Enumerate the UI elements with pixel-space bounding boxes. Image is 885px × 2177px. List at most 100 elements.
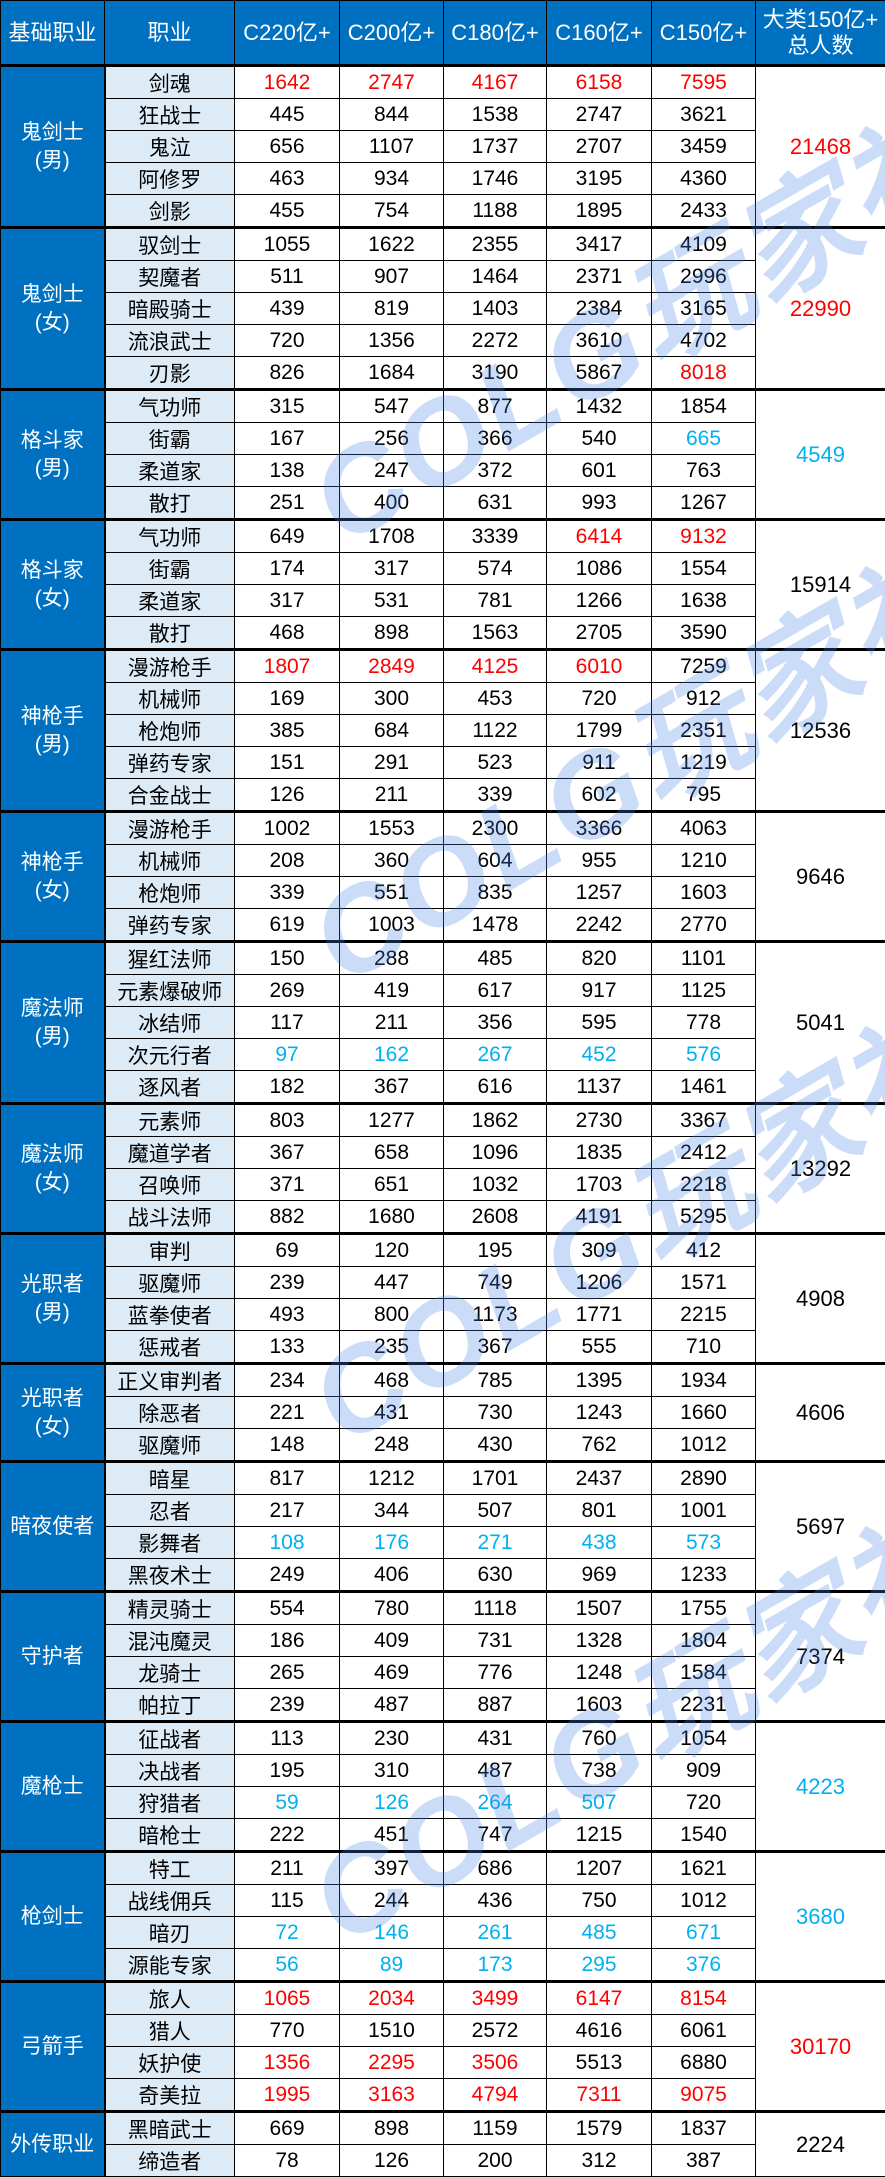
class-name-cell: 黑夜术士	[105, 1559, 235, 1592]
base-class-cell: 神枪手 (女)	[1, 812, 105, 942]
value-cell: 2355	[444, 228, 547, 261]
class-name-cell: 刃影	[105, 357, 235, 390]
value-cell: 1461	[652, 1071, 756, 1104]
value-cell: 1137	[547, 1071, 652, 1104]
value-cell: 2215	[652, 1299, 756, 1331]
value-cell: 731	[444, 1625, 547, 1657]
value-cell: 371	[235, 1169, 340, 1201]
class-name-cell: 黑暗武士	[105, 2112, 235, 2145]
value-cell: 256	[340, 423, 444, 455]
class-name-cell: 除恶者	[105, 1397, 235, 1429]
value-cell: 750	[547, 1885, 652, 1917]
group-total-cell: 5697	[756, 1462, 885, 1592]
value-cell: 1799	[547, 715, 652, 747]
value-cell: 5295	[652, 1201, 756, 1234]
value-cell: 2034	[340, 1982, 444, 2015]
header-row: 基础职业 职业 C220亿+ C200亿+ C180亿+ C160亿+ C150…	[1, 1, 885, 66]
class-name-cell: 漫游枪手	[105, 812, 235, 845]
value-cell: 2608	[444, 1201, 547, 1234]
group-total-cell: 21468	[756, 66, 885, 228]
value-cell: 3459	[652, 131, 756, 163]
value-cell: 669	[235, 2112, 340, 2145]
value-cell: 249	[235, 1559, 340, 1592]
class-name-cell: 弹药专家	[105, 909, 235, 942]
group-total-cell: 12536	[756, 650, 885, 812]
value-cell: 803	[235, 1104, 340, 1137]
group-total-cell: 4908	[756, 1234, 885, 1364]
value-cell: 436	[444, 1885, 547, 1917]
value-cell: 115	[235, 1885, 340, 1917]
value-cell: 1510	[340, 2015, 444, 2047]
value-cell: 955	[547, 845, 652, 877]
class-name-cell: 妖护使	[105, 2047, 235, 2079]
class-name-cell: 散打	[105, 617, 235, 650]
value-cell: 511	[235, 261, 340, 293]
value-cell: 1622	[340, 228, 444, 261]
base-class-cell: 守护者	[1, 1592, 105, 1722]
value-cell: 1032	[444, 1169, 547, 1201]
value-cell: 339	[444, 779, 547, 812]
value-cell: 174	[235, 553, 340, 585]
value-cell: 445	[235, 99, 340, 131]
value-cell: 439	[235, 293, 340, 325]
class-name-cell: 缔造者	[105, 2145, 235, 2177]
value-cell: 452	[547, 1039, 652, 1071]
value-cell: 1807	[235, 650, 340, 683]
value-cell: 1835	[547, 1137, 652, 1169]
value-cell: 1266	[547, 585, 652, 617]
value-cell: 1277	[340, 1104, 444, 1137]
value-cell: 167	[235, 423, 340, 455]
value-cell: 969	[547, 1559, 652, 1592]
value-cell: 211	[340, 1007, 444, 1039]
value-cell: 3195	[547, 163, 652, 195]
value-cell: 1603	[652, 877, 756, 909]
value-cell: 776	[444, 1657, 547, 1689]
value-cell: 1771	[547, 1299, 652, 1331]
value-cell: 469	[340, 1657, 444, 1689]
value-cell: 2770	[652, 909, 756, 942]
value-cell: 453	[444, 683, 547, 715]
class-name-cell: 魔道学者	[105, 1137, 235, 1169]
value-cell: 6880	[652, 2047, 756, 2079]
value-cell: 1554	[652, 553, 756, 585]
value-cell: 898	[340, 617, 444, 650]
value-cell: 630	[444, 1559, 547, 1592]
value-cell: 72	[235, 1917, 340, 1949]
class-name-cell: 元素师	[105, 1104, 235, 1137]
group-total-cell: 4549	[756, 390, 885, 520]
value-cell: 1538	[444, 99, 547, 131]
value-cell: 651	[340, 1169, 444, 1201]
value-cell: 126	[340, 1787, 444, 1819]
value-cell: 720	[547, 683, 652, 715]
value-cell: 665	[652, 423, 756, 455]
value-cell: 400	[340, 487, 444, 520]
class-name-cell: 战斗法师	[105, 1201, 235, 1234]
base-class-cell: 魔法师 (男)	[1, 942, 105, 1104]
value-cell: 617	[444, 975, 547, 1007]
value-cell: 487	[444, 1755, 547, 1787]
value-cell: 573	[652, 1527, 756, 1559]
value-cell: 1210	[652, 845, 756, 877]
value-cell: 447	[340, 1267, 444, 1299]
class-name-cell: 蓝拳使者	[105, 1299, 235, 1331]
value-cell: 747	[444, 1819, 547, 1852]
value-cell: 785	[444, 1364, 547, 1397]
value-cell: 222	[235, 1819, 340, 1852]
value-cell: 1096	[444, 1137, 547, 1169]
value-cell: 69	[235, 1234, 340, 1267]
value-cell: 1012	[652, 1429, 756, 1462]
value-cell: 523	[444, 747, 547, 779]
class-name-cell: 元素爆破师	[105, 975, 235, 1007]
value-cell: 1395	[547, 1364, 652, 1397]
